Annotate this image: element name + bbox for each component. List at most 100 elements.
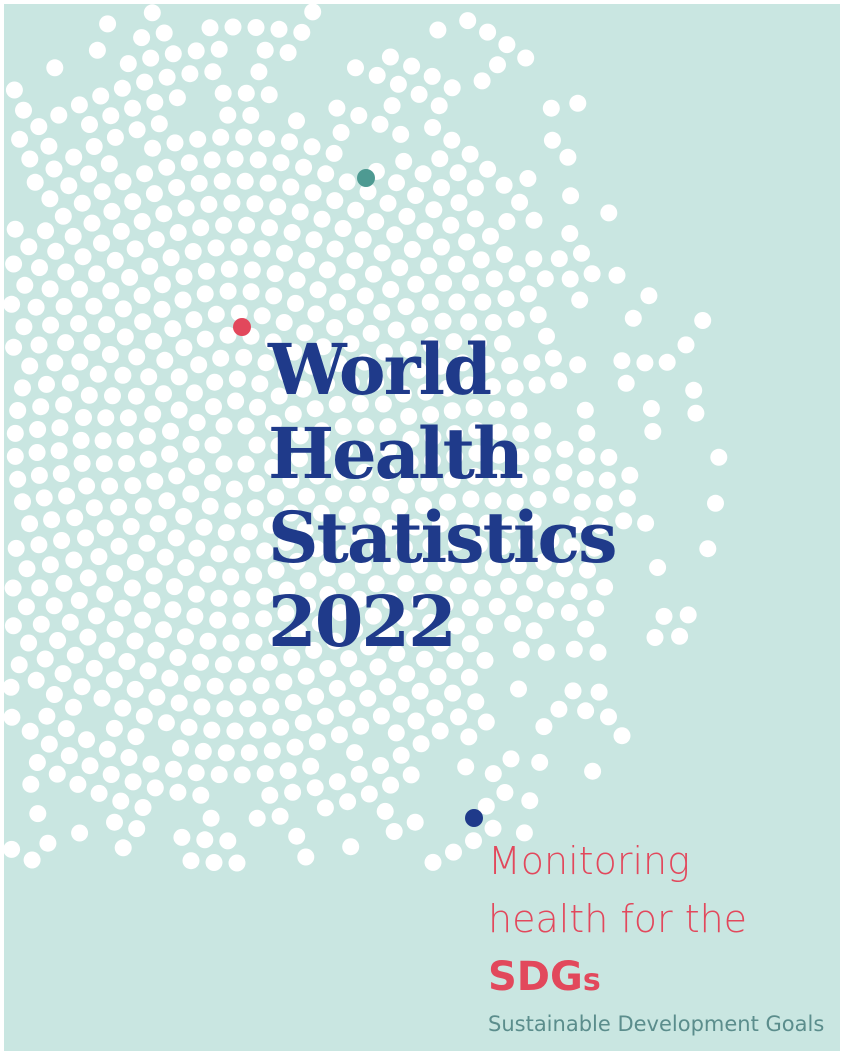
pattern-dot: [395, 538, 413, 556]
pattern-dot: [512, 641, 530, 659]
pattern-dot: [275, 314, 293, 331]
pattern-dot: [260, 86, 278, 104]
pattern-dot: [190, 356, 208, 374]
pattern-dot: [83, 214, 101, 232]
pattern-dot: [461, 145, 479, 163]
pattern-dot: [511, 193, 529, 211]
pattern-dot: [450, 194, 468, 212]
pattern-dot: [437, 554, 455, 572]
pattern-dot: [64, 227, 82, 245]
pattern-dot: [118, 653, 136, 670]
pattern-dot: [199, 565, 217, 583]
pattern-dot: [41, 280, 59, 298]
pattern-dot: [73, 454, 91, 472]
pattern-dot: [319, 660, 337, 677]
pattern-dot: [465, 399, 483, 416]
pattern-dot: [443, 79, 461, 97]
pattern-dot: [283, 224, 301, 241]
pattern-dot: [407, 712, 425, 730]
pattern-dot: [385, 823, 403, 840]
pattern-dot: [429, 668, 447, 686]
pattern-dot: [495, 176, 513, 194]
pattern-dot: [376, 802, 394, 820]
pattern-dot: [544, 349, 562, 367]
pattern-dot: [170, 694, 188, 712]
pattern-dot: [30, 118, 48, 136]
pattern-dot: [484, 819, 502, 837]
pattern-dot: [536, 270, 554, 288]
pattern-dot: [577, 702, 595, 720]
pattern-dot: [484, 559, 502, 577]
pattern-dot: [447, 617, 465, 635]
pattern-dot: [90, 548, 108, 566]
pattern-dot: [142, 49, 160, 67]
pattern-dot: [38, 707, 56, 725]
pattern-dot: [298, 251, 315, 269]
pattern-dot: [134, 611, 152, 629]
pattern-dot: [584, 762, 602, 780]
pattern-dot: [534, 445, 552, 463]
pattern-dot: [236, 172, 254, 190]
pattern-dot: [188, 539, 206, 557]
pattern-dot: [170, 368, 188, 386]
pattern-dot: [550, 250, 568, 268]
pattern-dot: [272, 154, 290, 172]
pattern-dot: [707, 494, 724, 512]
pattern-dot: [561, 270, 579, 288]
pattern-dot: [576, 401, 594, 419]
pattern-dot: [38, 375, 55, 393]
pattern-dot: [510, 471, 528, 489]
pattern-dot: [145, 185, 163, 203]
pattern-dot: [66, 509, 84, 527]
pattern-dot: [204, 436, 222, 454]
pattern-dot: [95, 455, 113, 473]
pattern-dot: [150, 115, 168, 133]
pattern-dot: [128, 820, 146, 838]
pattern-dot: [265, 287, 283, 305]
pattern-dot: [47, 242, 65, 260]
pattern-dot: [145, 332, 162, 350]
pattern-dot: [591, 517, 609, 535]
pattern-dot: [376, 343, 393, 361]
pattern-dot: [498, 213, 516, 230]
pattern-dot: [116, 328, 134, 346]
pattern-dot: [391, 498, 409, 516]
pattern-dot: [177, 628, 194, 646]
pattern-dot: [443, 131, 461, 149]
pattern-dot: [57, 334, 75, 352]
pattern-dot: [521, 792, 539, 810]
pattern-dot: [318, 559, 336, 577]
pattern-dot: [352, 717, 370, 735]
pattern-dot: [382, 592, 399, 610]
pattern-dot: [245, 567, 263, 585]
pattern-dot: [194, 742, 212, 760]
pattern-dot: [80, 386, 98, 404]
pattern-dot: [173, 828, 191, 846]
pattern-dot: [144, 405, 162, 423]
pattern-dot: [41, 190, 59, 208]
pattern-dot: [110, 498, 128, 516]
pattern-dot: [421, 293, 439, 311]
pattern-dot: [613, 352, 631, 370]
pattern-dot: [230, 304, 248, 322]
pattern-dot: [126, 554, 144, 571]
pattern-dot: [48, 765, 66, 783]
pattern-dot: [448, 255, 466, 273]
pattern-dot: [50, 106, 68, 124]
pattern-dot: [477, 797, 495, 815]
pattern-dot: [525, 250, 543, 268]
pattern-dot: [65, 551, 83, 569]
pattern-dot: [371, 115, 389, 133]
pattern-dot: [139, 662, 157, 680]
pattern-dot: [460, 313, 478, 331]
pattern-dot: [256, 41, 274, 59]
pattern-dot: [187, 42, 205, 60]
pattern-dot: [364, 607, 382, 625]
pattern-dot: [328, 679, 346, 697]
pattern-dot: [118, 455, 136, 472]
pattern-dot: [478, 514, 496, 532]
pattern-dot: [196, 831, 214, 849]
pattern-dot: [578, 447, 596, 465]
pattern-dot: [277, 604, 295, 622]
pattern-dot: [316, 799, 334, 817]
